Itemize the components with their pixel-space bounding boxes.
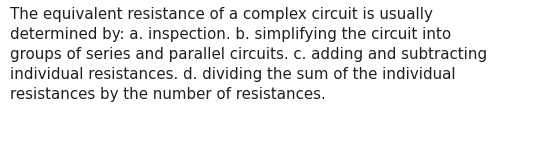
Text: The equivalent resistance of a complex circuit is usually
determined by: a. insp: The equivalent resistance of a complex c…: [10, 7, 487, 102]
